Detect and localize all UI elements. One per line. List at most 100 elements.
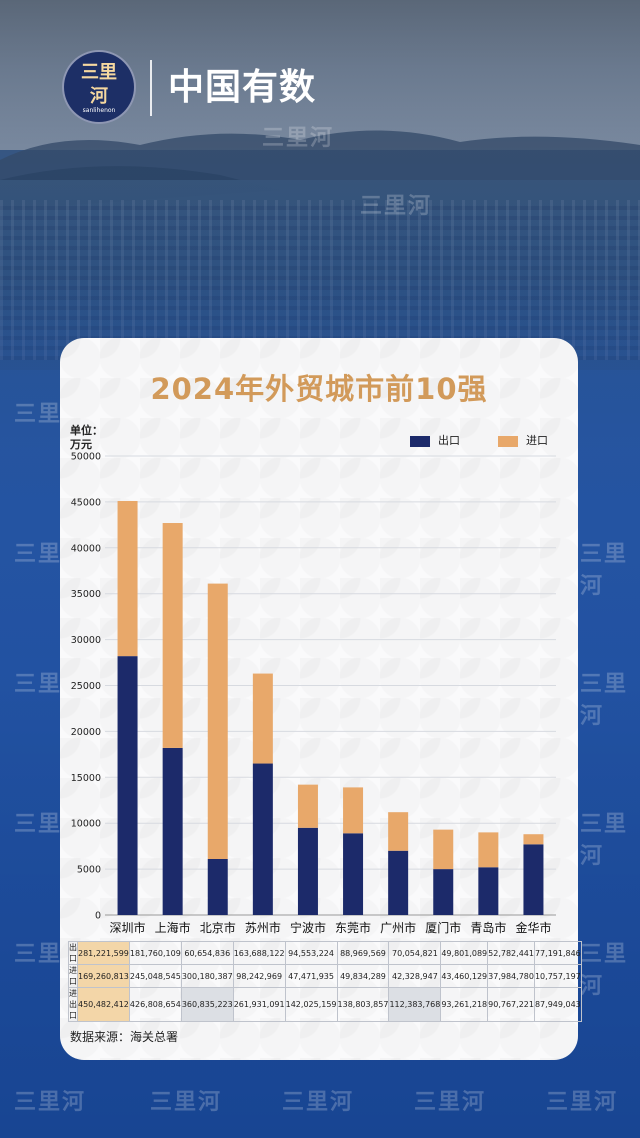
x-tick-label: 广州市 — [380, 920, 416, 935]
bar-export — [523, 844, 544, 915]
table-cell: 49,834,289 — [336, 964, 390, 988]
bar-export — [117, 656, 138, 915]
x-tick-label: 苏州市 — [245, 920, 281, 935]
watermark: 三里河 — [580, 672, 629, 729]
watermark: 三里河 — [414, 1090, 487, 1115]
y-tick-label: 25000 — [71, 681, 101, 692]
table-cell: 77,191,846 — [533, 941, 582, 965]
x-tick-label: 深圳市 — [110, 920, 146, 935]
bar-import — [523, 834, 544, 845]
data-source: 数据来源：海关总署 — [70, 1030, 179, 1044]
logo-subtext: sanlihenon — [82, 107, 116, 114]
table-cell: 70,054,821 — [388, 941, 442, 965]
bar-export — [297, 827, 318, 915]
bar-export — [343, 833, 364, 915]
table-cell: 88,969,569 — [336, 941, 390, 965]
table-cell: 281,221,599 — [77, 941, 130, 965]
watermark: 三里河 — [360, 194, 433, 219]
bar-import — [252, 673, 273, 764]
bar-import — [433, 829, 454, 870]
watermark: 三里河 — [282, 1090, 355, 1115]
table-cell: 245,048,545 — [128, 964, 182, 988]
logo: 三里 河 sanlihenon — [62, 50, 136, 124]
table-cell: 94,553,224 — [284, 941, 338, 965]
y-tick-label: 5000 — [77, 865, 101, 876]
table-cell: 98,242,969 — [232, 964, 286, 988]
bar-export — [433, 869, 454, 915]
table-cell: 360,835,223 — [180, 987, 234, 1022]
table-cell: 87,949,043 — [533, 987, 582, 1022]
bar-export — [252, 763, 273, 915]
table-cell: 181,760,109 — [128, 941, 182, 965]
table-cell: 93,261,218 — [440, 987, 489, 1022]
table-cell: 49,801,089 — [440, 941, 489, 965]
legend-export-swatch — [410, 435, 430, 447]
y-tick-label: 30000 — [71, 635, 101, 646]
table-cell: 138,803,857 — [336, 987, 390, 1022]
stacked-bar-chart: 0 5000 10000 15000 20000 25000 30000 35000 40000… — [71, 452, 556, 935]
table-cell: 300,180,387 — [180, 964, 234, 988]
bar-import — [207, 583, 228, 860]
table-cell: 43,460,129 — [440, 964, 489, 988]
chart-card: 2024年外贸城市前10强 单位： 万元 出口 进口 0 5000 10000 150… — [60, 338, 582, 1060]
x-tick-label: 青岛市 — [470, 920, 506, 935]
row-header: 进出口 — [68, 987, 78, 1022]
x-tick-label: 厦门市 — [425, 920, 461, 935]
y-tick-label: 40000 — [71, 543, 101, 554]
brand-title: 中国有数 — [168, 67, 317, 108]
bar-import — [117, 500, 138, 657]
bar-import — [162, 523, 183, 748]
y-tick-label: 50000 — [71, 452, 101, 463]
bar-import — [297, 784, 318, 828]
bar-import — [343, 787, 364, 834]
watermark: 三里河 — [150, 1090, 223, 1115]
y-tick-label: 0 — [95, 911, 101, 922]
x-tick-label: 宁波市 — [290, 920, 326, 935]
table-cell: 60,654,836 — [180, 941, 234, 965]
table-row: 进出口 450,482,412 426,808,654 360,835,223 261,… — [68, 987, 582, 1022]
data-table: 出口 281,221,599 181,760,109 60,654,836 163,68… — [68, 941, 582, 1022]
table-row: 出口 281,221,599 181,760,109 60,654,836 163,68… — [68, 941, 582, 965]
y-tick-label: 10000 — [71, 819, 101, 830]
table-cell: 142,025,159 — [284, 987, 338, 1022]
bar-export — [478, 867, 499, 915]
watermark: 三里河 — [262, 126, 335, 151]
legend-import: 进口 — [498, 432, 548, 448]
y-tick-label: 35000 — [71, 589, 101, 600]
table-cell: 112,383,768 — [388, 987, 442, 1022]
x-tick-label: 金华市 — [515, 920, 551, 935]
bar-export — [207, 859, 228, 915]
unit-value: 万元 — [70, 438, 92, 451]
bar-export — [162, 747, 183, 915]
table-row: 进口 169,260,813 245,048,545 300,180,387 98,24… — [68, 964, 582, 988]
legend-export: 出口 — [410, 432, 460, 448]
watermark: 三里河 — [580, 812, 629, 869]
x-tick-label: 东莞市 — [335, 920, 371, 935]
table-cell: 261,931,091 — [232, 987, 286, 1022]
chart-title: 2024年外贸城市前10强 — [150, 372, 488, 406]
x-tick-label: 北京市 — [200, 920, 236, 935]
row-header: 进口 — [68, 964, 78, 988]
watermark: 三里河 — [580, 542, 629, 599]
unit-label: 单位： — [70, 424, 103, 437]
table-cell: 163,688,122 — [232, 941, 286, 965]
y-tick-label: 20000 — [71, 727, 101, 738]
logo-text-line2: 河 — [90, 86, 108, 107]
x-tick-label: 上海市 — [155, 920, 191, 935]
bar-export — [388, 850, 409, 915]
bar-import — [478, 832, 499, 868]
table-cell: 426,808,654 — [128, 987, 182, 1022]
watermark: 三里河 — [14, 1090, 87, 1115]
watermark: 三里河 — [580, 942, 629, 999]
table-cell: 90,767,221 — [487, 987, 535, 1022]
legend-import-label: 进口 — [526, 434, 548, 447]
header-divider — [150, 60, 152, 116]
table-cell: 10,757,197 — [533, 964, 582, 988]
table-cell: 450,482,412 — [77, 987, 130, 1022]
table-cell: 47,471,935 — [284, 964, 338, 988]
y-tick-label: 45000 — [71, 497, 101, 508]
legend-export-label: 出口 — [438, 434, 460, 447]
legend-import-swatch — [498, 435, 518, 447]
table-cell: 42,328,947 — [388, 964, 442, 988]
table-cell: 169,260,813 — [77, 964, 130, 988]
